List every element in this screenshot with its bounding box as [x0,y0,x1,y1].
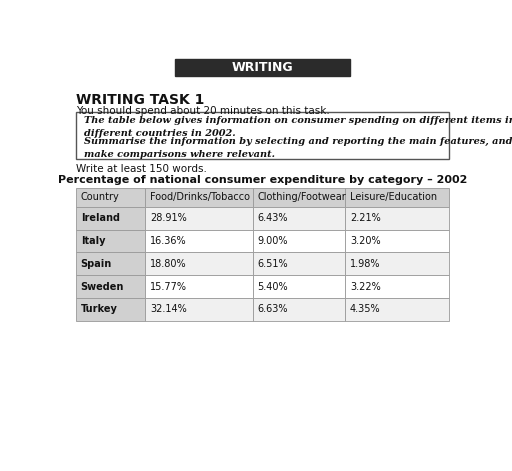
FancyBboxPatch shape [345,275,449,298]
Text: Ireland: Ireland [81,213,120,223]
Text: Food/Drinks/Tobacco: Food/Drinks/Tobacco [150,192,250,202]
FancyBboxPatch shape [345,207,449,229]
Text: Leisure/Education: Leisure/Education [350,192,437,202]
FancyBboxPatch shape [145,298,253,321]
Text: 18.80%: 18.80% [150,259,186,269]
FancyBboxPatch shape [76,207,145,229]
Text: 6.63%: 6.63% [258,304,288,315]
FancyBboxPatch shape [345,252,449,275]
Text: Percentage of national consumer expenditure by category – 2002: Percentage of national consumer expendit… [58,176,467,186]
Text: 28.91%: 28.91% [150,213,187,223]
FancyBboxPatch shape [253,298,345,321]
FancyBboxPatch shape [145,252,253,275]
FancyBboxPatch shape [145,188,253,207]
FancyBboxPatch shape [76,252,145,275]
FancyBboxPatch shape [253,188,345,207]
Text: 4.35%: 4.35% [350,304,380,315]
Text: Summarise the information by selecting and reporting the main features, and
make: Summarise the information by selecting a… [84,137,512,159]
Text: 3.20%: 3.20% [350,236,380,246]
Text: Turkey: Turkey [81,304,118,315]
FancyBboxPatch shape [145,207,253,229]
FancyBboxPatch shape [253,252,345,275]
FancyBboxPatch shape [76,229,145,252]
Text: WRITING: WRITING [231,61,293,74]
FancyBboxPatch shape [76,298,145,321]
FancyBboxPatch shape [253,229,345,252]
FancyBboxPatch shape [76,112,449,159]
FancyBboxPatch shape [345,229,449,252]
FancyBboxPatch shape [345,188,449,207]
Text: 6.51%: 6.51% [258,259,288,269]
Text: Spain: Spain [81,259,112,269]
Text: You should spend about 20 minutes on this task.: You should spend about 20 minutes on thi… [76,106,330,116]
Text: 15.77%: 15.77% [150,282,187,292]
FancyBboxPatch shape [76,188,145,207]
Text: 3.22%: 3.22% [350,282,380,292]
Text: 1.98%: 1.98% [350,259,380,269]
FancyBboxPatch shape [145,229,253,252]
FancyBboxPatch shape [76,275,145,298]
Text: 6.43%: 6.43% [258,213,288,223]
Text: 2.21%: 2.21% [350,213,380,223]
Text: WRITING TASK 1: WRITING TASK 1 [76,93,204,107]
Text: Country: Country [81,192,119,202]
Text: Write at least 150 words.: Write at least 150 words. [76,163,207,173]
Text: 5.40%: 5.40% [258,282,288,292]
FancyBboxPatch shape [345,298,449,321]
Text: 16.36%: 16.36% [150,236,186,246]
FancyBboxPatch shape [253,207,345,229]
Text: The table below gives information on consumer spending on different items in fiv: The table below gives information on con… [84,116,512,138]
Text: Italy: Italy [81,236,105,246]
Text: Clothing/Footwear: Clothing/Footwear [258,192,346,202]
Text: 9.00%: 9.00% [258,236,288,246]
Text: Sweden: Sweden [81,282,124,292]
FancyBboxPatch shape [145,275,253,298]
Text: 32.14%: 32.14% [150,304,187,315]
FancyBboxPatch shape [175,59,350,76]
FancyBboxPatch shape [253,275,345,298]
